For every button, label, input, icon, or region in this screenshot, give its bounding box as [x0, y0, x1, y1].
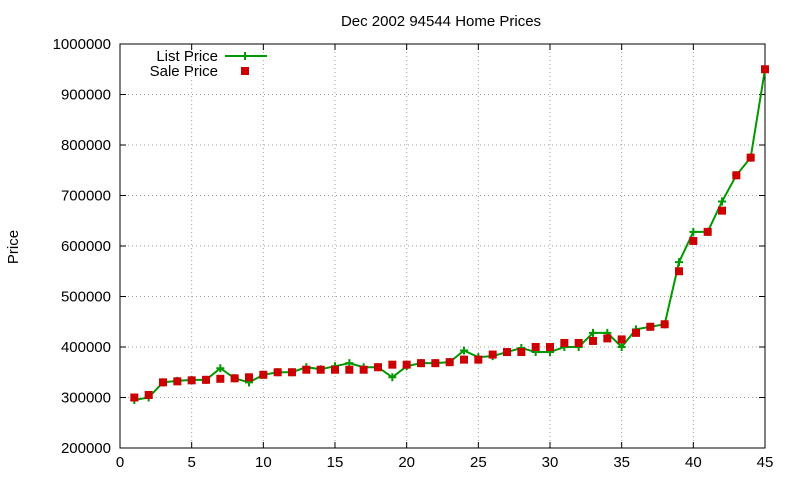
- series: [130, 65, 769, 405]
- sale-price-point: [402, 360, 411, 369]
- sale-price-point: [259, 370, 268, 379]
- y-tick-label: 800000: [61, 137, 111, 154]
- y-tick-label: 900000: [61, 87, 111, 104]
- legend-label-list-price: List Price: [156, 48, 218, 65]
- sale-price-point: [503, 348, 511, 357]
- sale-price-point: [589, 336, 597, 345]
- sale-price-point: [273, 368, 282, 377]
- sale-price-point: [302, 365, 311, 374]
- y-tick-label: 600000: [61, 238, 111, 255]
- list-price-point: [617, 343, 626, 351]
- sale-price-point: [617, 335, 626, 344]
- list-price-point: [589, 328, 597, 337]
- grid: [120, 44, 765, 448]
- sale-price-point: [388, 360, 397, 369]
- sale-price-point: [445, 358, 454, 367]
- x-tick-label: 20: [398, 454, 415, 471]
- sale-price-point: [660, 320, 669, 329]
- y-tick-label: 400000: [61, 339, 111, 356]
- sale-price-point: [316, 365, 325, 374]
- x-tick-label: 40: [685, 454, 702, 471]
- x-tick-label: 35: [613, 454, 630, 471]
- chart-title: Dec 2002 94544 Home Prices: [341, 13, 541, 30]
- sale-price-point: [632, 328, 640, 337]
- sale-price-point: [646, 322, 655, 331]
- sale-price-point: [288, 368, 296, 377]
- x-tick-label: 0: [116, 454, 124, 471]
- sale-price-point: [460, 355, 468, 364]
- y-axis-label: Price: [5, 230, 22, 264]
- sale-price-point: [718, 206, 726, 215]
- list-price-point: [460, 346, 468, 355]
- y-tick-label: 300000: [61, 390, 111, 407]
- sale-price-point: [689, 236, 698, 245]
- sale-price-point: [130, 393, 139, 402]
- x-tick-label: 45: [757, 454, 774, 471]
- legend-label-sale-price: Sale Price: [150, 63, 218, 80]
- sale-price-point: [703, 227, 712, 236]
- sale-price-point: [345, 365, 354, 374]
- sale-price-point: [230, 374, 239, 383]
- sale-price-point: [761, 65, 769, 74]
- x-tick-label: 10: [255, 454, 272, 471]
- sale-price-point: [245, 373, 253, 382]
- x-tick-label: 30: [542, 454, 559, 471]
- list-price-point: [718, 197, 726, 206]
- sale-price-point: [675, 267, 683, 276]
- sale-price-point: [144, 390, 153, 399]
- list-price-point: [216, 364, 225, 373]
- list-price-point: [388, 373, 397, 382]
- x-tick-label: 5: [187, 454, 195, 471]
- sale-price-point: [187, 376, 196, 385]
- sale-price-point: [603, 334, 612, 343]
- series-line-list-price: [134, 69, 766, 402]
- y-tick-label: 700000: [61, 188, 111, 205]
- sale-price-point: [517, 348, 526, 357]
- sale-price-point: [331, 365, 339, 374]
- sale-price-point: [474, 355, 483, 364]
- sale-price-point: [202, 375, 210, 384]
- sale-price-point: [173, 377, 182, 386]
- sale-price-point: [488, 350, 497, 359]
- sale-price-point: [431, 359, 440, 368]
- list-price-point: [675, 258, 683, 267]
- y-tick-label: 1000000: [53, 36, 111, 53]
- x-tick-label: 25: [470, 454, 487, 471]
- sale-price-point: [560, 338, 569, 347]
- sale-price-point: [359, 365, 368, 374]
- y-tick-label: 200000: [61, 440, 111, 457]
- sale-price-point: [417, 359, 425, 368]
- sale-price-point: [732, 171, 741, 180]
- sale-price-point: [546, 343, 554, 351]
- sale-price-point: [216, 374, 225, 383]
- y-tick-label: 500000: [61, 289, 111, 306]
- sale-price-point: [574, 338, 583, 347]
- legend: List Price Sale Price: [150, 48, 267, 80]
- x-tick-label: 15: [327, 454, 344, 471]
- sale-price-point: [746, 153, 755, 162]
- sale-price-point: [374, 363, 382, 372]
- sale-price-point: [159, 378, 167, 387]
- legend-marker-sale-price: [241, 67, 249, 75]
- sale-price-point: [531, 343, 540, 351]
- list-price-point: [689, 227, 698, 236]
- legend-marker-list-price: [241, 52, 249, 60]
- ticks: 0 5 10 15 20 25 30 35 40 45 200000 300000 400000 5000…: [53, 36, 774, 471]
